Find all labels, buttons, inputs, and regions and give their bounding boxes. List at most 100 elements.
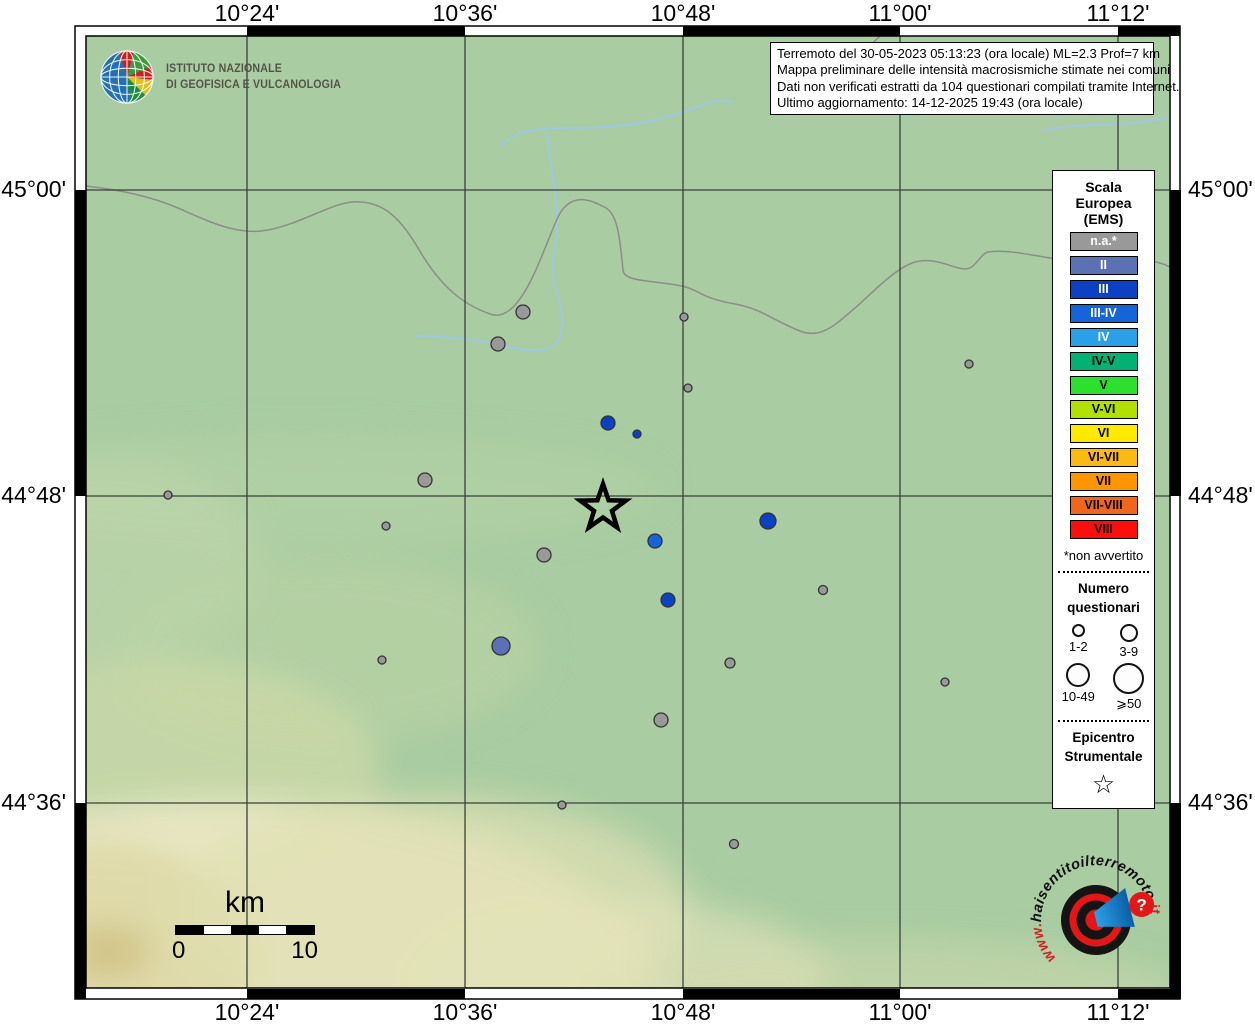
intensity-point-na (557, 800, 567, 810)
questionnaire-title: Numero (1077, 581, 1129, 596)
scale-bar-segment (286, 926, 314, 934)
info-box-line: Dati non verificati estratti da 104 ques… (777, 78, 1180, 94)
epicenter-star-icon: ☆ (1091, 769, 1116, 799)
lat-tick-label-left: 45°00' (1, 176, 66, 202)
earthquake-info-box: Terremoto del 30-05-2023 05:13:23 (ora l… (770, 42, 1180, 115)
scale-bar-segment (203, 926, 232, 934)
legend-class-VII-VIII: VII-VIII (1069, 496, 1138, 515)
lat-tick-label-left: 44°36' (1, 789, 66, 815)
legend-class-VI: VI (1069, 424, 1138, 443)
intensity-point-II (491, 636, 511, 656)
questionnaire-size-key: 1-2 3-9 10-49 ⩾50 (1053, 620, 1154, 712)
questionnaire-size-label: 10-49 (1061, 689, 1095, 704)
ingv-logo: ISTITUTO NAZIONALE DI GEOFISICA E VULCAN… (98, 48, 356, 106)
map-interior (86, 36, 1170, 988)
intensity-point-III (632, 429, 642, 439)
scale-bar-end: 10 (291, 937, 318, 964)
scale-bar-unit: km (225, 886, 265, 919)
question-badge: ? (1129, 892, 1155, 918)
legend-title: Europea (1075, 195, 1132, 211)
scale-bar-segment (176, 926, 204, 934)
ingv-globe-icon (100, 50, 154, 104)
intensity-point-na (381, 521, 391, 531)
lat-tick-label-right: 44°36' (1188, 789, 1253, 815)
questionnaire-size-label: 3-9 (1119, 644, 1139, 659)
scale-bar: km 0 10 (172, 886, 318, 965)
scale-bar-start: 0 (172, 937, 186, 964)
lon-tick-label-bottom: 11°00' (868, 999, 932, 1024)
legend-divider (1058, 720, 1149, 722)
legend-footnote: *non avvertito (1063, 548, 1144, 563)
ingv-logo-text: ISTITUTO NAZIONALE DI GEOFISICA E VULCAN… (166, 61, 341, 93)
lat-tick-label-right: 44°48' (1188, 482, 1253, 508)
epicenter-title: Strumentale (1064, 749, 1143, 764)
intensity-point-na (679, 312, 689, 322)
legend-class-III: III (1069, 280, 1138, 299)
intensity-point-III-IV (647, 533, 663, 549)
legend-class-VI-VII: VI-VII (1069, 448, 1138, 467)
lat-tick-label-left: 44°48' (1, 482, 66, 508)
lon-tick-label-top: 10°24' (214, 0, 280, 26)
legend-class-V: V (1069, 376, 1138, 395)
question-mark-icon: ? (1136, 896, 1146, 915)
legend-class-IV-V: IV-V (1069, 352, 1138, 371)
lat-tick-label-right: 45°00' (1188, 176, 1253, 202)
intensity-point-na (724, 657, 736, 669)
intensity-points-layer (163, 304, 974, 850)
intensity-point-na (490, 336, 506, 352)
questionnaire-size-item: 3-9 (1104, 624, 1155, 659)
questionnaire-size-label: ⩾50 (1116, 696, 1142, 711)
intensity-point-na (536, 547, 552, 563)
questionnaire-size-item: ⩾50 (1104, 663, 1155, 712)
river-paths (415, 99, 1169, 352)
lon-tick-label-top: 10°36' (432, 0, 498, 26)
scale-bar-segments (175, 925, 315, 935)
questionnaire-size-circle (1071, 624, 1085, 637)
intensity-point-na (515, 304, 531, 320)
lon-tick-label-bottom: 10°48' (650, 999, 716, 1024)
lon-tick-label-bottom: 10°36' (432, 999, 498, 1024)
lon-tick-label-top: 11°12' (1086, 0, 1150, 26)
legend-class-na: n.a.* (1069, 232, 1138, 251)
intensity-point-na (163, 490, 173, 500)
intensity-point-III (600, 415, 616, 431)
info-box-line: Terremoto del 30-05-2023 05:13:23 (ora l… (777, 46, 1160, 61)
questionnaire-size-item: 1-2 (1053, 624, 1104, 659)
intensity-point-na (377, 655, 387, 665)
legend-title: Scala (1085, 179, 1122, 195)
scale-bar-segment (258, 926, 287, 934)
lon-tick-label-top: 10°48' (650, 0, 716, 26)
intensity-point-na (653, 712, 669, 728)
intensity-point-na (817, 584, 829, 596)
intensity-point-na (417, 472, 433, 488)
legend-class-V-VI: V-VI (1069, 400, 1138, 419)
haisentitoilterremoto-logo: www.haisentitoilterremoto.it ? (1016, 839, 1163, 967)
questionnaire-size-label: 1-2 (1068, 639, 1088, 654)
megaphone-icon (1094, 888, 1135, 927)
questionnaire-size-circle (1119, 624, 1138, 642)
epicenter-title: Epicentro (1072, 730, 1135, 745)
scale-bar-segment (231, 926, 259, 934)
questionnaire-title: questionari (1067, 600, 1140, 615)
intensity-point-III (660, 592, 676, 608)
lon-tick-label-top: 11°00' (868, 0, 932, 26)
ingv-line2: DI GEOFISICA E VULCANOLOGIA (166, 79, 342, 91)
legend-intensity-classes: n.a.* II III III-IV IV IV-V V V-VI VI VI-VII VII VI… (1053, 232, 1154, 539)
questionnaire-size-item: 10-49 (1053, 663, 1104, 712)
lon-tick-label-bottom: 11°12' (1086, 999, 1150, 1024)
intensity-point-na (964, 359, 974, 369)
lon-tick-label-bottom: 10°24' (214, 999, 280, 1024)
legend-class-VII: VII (1069, 472, 1138, 491)
legend-title: (EMS) (1083, 211, 1124, 227)
intensity-point-na (940, 677, 950, 687)
legend-class-II: II (1069, 256, 1138, 275)
intensity-point-na (728, 838, 740, 850)
questionnaire-size-circle (1113, 663, 1145, 694)
questionnaire-size-circle (1066, 663, 1091, 687)
intensity-point-na (683, 383, 693, 393)
ingv-line1: ISTITUTO NAZIONALE (166, 62, 282, 75)
map-frame (74, 25, 1181, 1000)
graticule (86, 36, 1170, 988)
